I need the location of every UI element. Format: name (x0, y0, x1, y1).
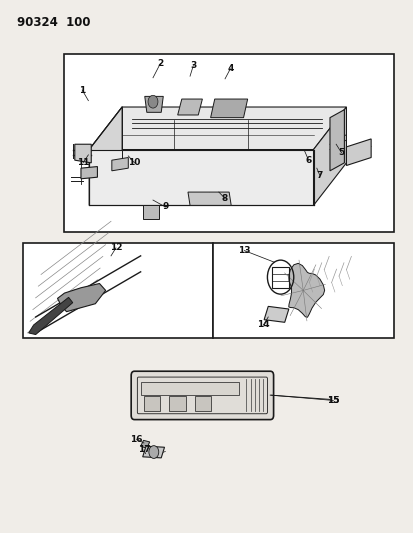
Text: 13: 13 (238, 246, 251, 255)
Polygon shape (143, 446, 164, 458)
Text: 10: 10 (128, 158, 141, 167)
Text: 16: 16 (130, 435, 143, 444)
Text: 15: 15 (327, 396, 339, 405)
Text: 1: 1 (79, 85, 85, 94)
Text: 17: 17 (138, 446, 150, 455)
Polygon shape (143, 205, 159, 219)
Polygon shape (145, 96, 163, 112)
Polygon shape (188, 192, 231, 205)
Polygon shape (330, 110, 344, 171)
Bar (23, 243, 213, 338)
Text: 2: 2 (157, 59, 164, 68)
Polygon shape (313, 107, 347, 205)
Bar (195, 396, 211, 411)
Polygon shape (141, 440, 150, 448)
Polygon shape (75, 144, 91, 163)
Bar (64, 54, 394, 232)
Polygon shape (178, 99, 202, 115)
Polygon shape (112, 158, 128, 171)
Text: 90324  100: 90324 100 (17, 15, 91, 29)
Text: 5: 5 (338, 148, 344, 157)
Polygon shape (81, 166, 97, 179)
Polygon shape (28, 297, 73, 335)
Text: 9: 9 (162, 203, 169, 212)
Text: 6: 6 (306, 156, 312, 165)
Circle shape (149, 446, 159, 458)
Polygon shape (89, 107, 347, 150)
Text: 14: 14 (257, 320, 270, 329)
Polygon shape (89, 107, 122, 205)
Bar (169, 396, 186, 411)
Polygon shape (289, 263, 325, 317)
Polygon shape (211, 99, 248, 118)
Text: 8: 8 (222, 194, 228, 203)
Bar (213, 243, 394, 338)
Text: 3: 3 (190, 61, 197, 70)
Circle shape (148, 95, 158, 108)
Bar (141, 382, 240, 395)
Text: 11: 11 (77, 158, 89, 167)
Polygon shape (57, 284, 106, 312)
FancyBboxPatch shape (131, 371, 273, 419)
Polygon shape (347, 139, 371, 165)
Polygon shape (89, 150, 313, 205)
Text: 4: 4 (227, 64, 234, 73)
Text: 12: 12 (110, 244, 122, 253)
Text: 7: 7 (316, 171, 323, 180)
Bar (144, 396, 160, 411)
Polygon shape (264, 306, 289, 322)
Text: 15: 15 (327, 396, 339, 405)
